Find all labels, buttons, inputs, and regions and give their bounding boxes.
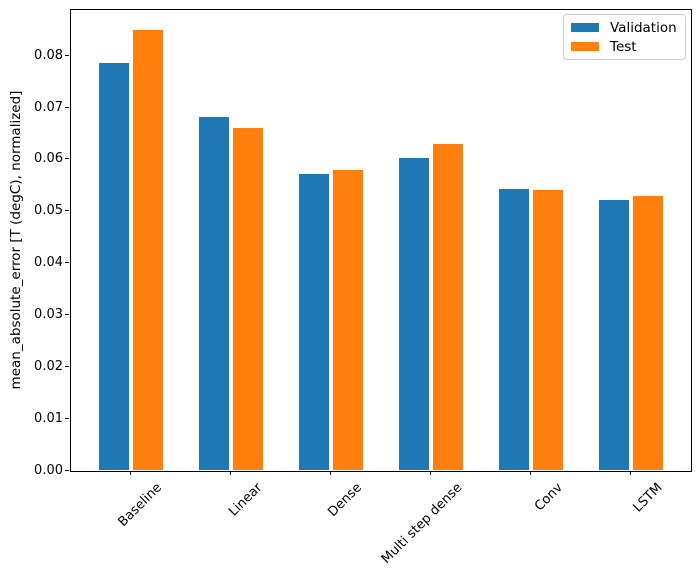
- legend-item-test: Test: [571, 40, 685, 54]
- x-tick-mark: [630, 471, 631, 475]
- x-category-label: Multi step dense: [378, 480, 466, 567]
- plot-area: [70, 9, 692, 472]
- x-category-label: LSTM: [630, 480, 666, 516]
- bar-validation-lstm: [598, 200, 629, 470]
- y-tick-mark: [65, 365, 69, 367]
- legend-swatch-validation: [571, 22, 599, 33]
- x-tick-mark: [230, 471, 231, 475]
- x-category-label: Linear: [226, 480, 266, 520]
- y-tick-mark: [65, 262, 69, 264]
- y-axis-label: mean_absolute_error [T (degC), normalize…: [8, 90, 24, 390]
- y-tick-label: 0.07: [34, 99, 63, 115]
- y-tick-label: 0.08: [34, 47, 63, 63]
- legend-item-validation: Validation: [571, 21, 685, 35]
- y-tick-label: 0.05: [34, 203, 63, 219]
- bar-validation-baseline: [98, 63, 129, 470]
- bar-test-baseline: [132, 29, 163, 470]
- bar-test-dense: [332, 169, 363, 470]
- y-tick-mark: [65, 106, 69, 108]
- y-tick-mark: [65, 417, 69, 419]
- bar-test-lstm: [632, 195, 663, 470]
- x-category-label: Conv: [531, 480, 566, 515]
- bar-validation-conv: [498, 189, 529, 470]
- x-category-label: Dense: [325, 480, 366, 520]
- legend-label-validation: Validation: [610, 19, 677, 36]
- legend: Validation Test: [563, 14, 686, 60]
- bar-test-multi-step-dense: [432, 143, 463, 470]
- x-tick-mark: [430, 471, 431, 475]
- y-tick-label: 0.01: [34, 410, 63, 426]
- y-tick-mark: [65, 54, 69, 56]
- y-tick-mark: [65, 210, 69, 212]
- x-tick-mark: [130, 471, 131, 475]
- bar-validation-multi-step-dense: [398, 157, 429, 470]
- bar-validation-dense: [298, 174, 329, 470]
- bar-test-conv: [532, 189, 563, 470]
- legend-label-test: Test: [610, 38, 637, 55]
- y-tick-label: 0.04: [34, 255, 63, 271]
- y-tick-mark: [65, 158, 69, 160]
- y-tick-mark: [65, 313, 69, 315]
- y-tick-label: 0.03: [34, 306, 63, 322]
- x-category-label: Baseline: [115, 480, 166, 530]
- y-tick-label: 0.00: [34, 462, 63, 478]
- x-tick-mark: [330, 471, 331, 475]
- bar-validation-linear: [198, 116, 229, 470]
- legend-swatch-test: [571, 41, 599, 52]
- y-tick-label: 0.06: [34, 151, 63, 167]
- bar-test-linear: [232, 128, 263, 470]
- y-tick-label: 0.02: [34, 358, 63, 374]
- y-tick-mark: [65, 469, 69, 471]
- x-tick-mark: [530, 471, 531, 475]
